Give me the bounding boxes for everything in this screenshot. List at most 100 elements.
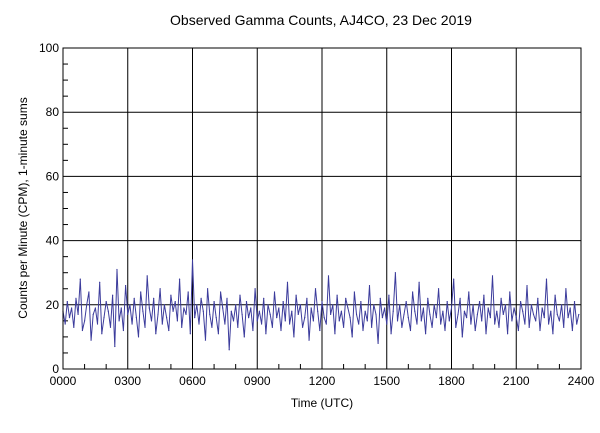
cpm-data-point bbox=[550, 310, 552, 312]
cpm-data-point bbox=[448, 320, 450, 322]
cpm-data-point bbox=[340, 310, 343, 312]
cpm-data-point bbox=[241, 313, 243, 316]
cpm-data-point bbox=[446, 300, 448, 303]
cpm-data-point bbox=[386, 323, 388, 325]
cpm-data-point bbox=[90, 339, 92, 341]
cpm-data-point bbox=[360, 300, 362, 303]
cpm-data-point bbox=[258, 310, 261, 312]
cpm-data-point bbox=[515, 317, 517, 319]
cpm-data-point bbox=[461, 336, 463, 338]
cpm-data-point bbox=[409, 329, 412, 332]
cpm-data-point bbox=[191, 259, 194, 261]
cpm-data-point bbox=[129, 304, 131, 306]
cpm-data-point bbox=[232, 320, 235, 322]
cpm-data-point bbox=[502, 313, 504, 316]
cpm-data-point bbox=[532, 313, 535, 316]
cpm-data-point bbox=[558, 320, 561, 322]
series-layer bbox=[62, 259, 580, 351]
cpm-data-point bbox=[569, 307, 571, 309]
x-tick-label: 0600 bbox=[179, 374, 206, 388]
cpm-data-point bbox=[109, 326, 112, 328]
cpm-data-point bbox=[528, 326, 530, 328]
cpm-data-point bbox=[459, 297, 461, 299]
cpm-data-point bbox=[243, 336, 245, 338]
y-tick-label: 100 bbox=[39, 41, 59, 55]
cpm-data-point bbox=[114, 345, 116, 348]
cpm-data-point bbox=[347, 307, 349, 309]
cpm-data-point bbox=[507, 333, 509, 335]
cpm-data-point bbox=[286, 281, 289, 283]
cpm-data-point bbox=[163, 304, 166, 306]
cpm-series-line bbox=[62, 259, 580, 351]
cpm-data-point bbox=[293, 336, 295, 338]
cpm-data-point bbox=[73, 326, 75, 328]
cpm-data-point bbox=[112, 294, 114, 296]
cpm-data-point bbox=[407, 317, 409, 319]
cpm-data-point bbox=[213, 300, 215, 303]
cpm-data-point bbox=[414, 310, 416, 312]
cpm-data-point bbox=[94, 307, 96, 309]
cpm-data-point bbox=[453, 278, 455, 280]
cpm-data-point bbox=[388, 294, 390, 296]
cpm-data-point bbox=[427, 297, 429, 299]
cpm-data-point bbox=[433, 304, 435, 306]
x-tick-label: 0300 bbox=[114, 374, 141, 388]
cpm-data-point bbox=[383, 307, 386, 309]
cpm-data-point bbox=[189, 333, 191, 335]
cpm-data-point bbox=[353, 291, 355, 293]
cpm-data-point bbox=[144, 326, 146, 328]
plot-frame bbox=[62, 47, 582, 370]
x-tick-label: 2400 bbox=[568, 374, 595, 388]
cpm-data-point bbox=[153, 297, 155, 299]
cpm-data-point bbox=[101, 333, 103, 335]
cpm-data-point bbox=[366, 320, 368, 322]
x-tick-label: 1200 bbox=[309, 374, 336, 388]
cpm-data-point bbox=[245, 300, 248, 303]
y-axis-label: Counts per Minute (CPM), 1-minute sums bbox=[16, 97, 30, 318]
cpm-data-point bbox=[450, 307, 453, 309]
cpm-data-point bbox=[567, 317, 569, 319]
cpm-data-point bbox=[71, 307, 73, 309]
cpm-data-point bbox=[455, 326, 457, 328]
cpm-data-point bbox=[351, 336, 353, 338]
cpm-data-point bbox=[185, 313, 187, 316]
cpm-data-point bbox=[321, 300, 323, 303]
cpm-data-point bbox=[548, 323, 550, 325]
chart-title: Observed Gamma Counts, AJ4CO, 23 Dec 201… bbox=[170, 12, 472, 28]
cpm-data-point bbox=[308, 339, 310, 341]
cpm-data-point bbox=[509, 291, 511, 293]
x-tick-label: 0000 bbox=[50, 374, 77, 388]
x-tick-label: 1800 bbox=[438, 374, 465, 388]
cpm-data-point bbox=[578, 313, 580, 316]
cpm-data-point bbox=[194, 317, 196, 319]
cpm-data-point bbox=[269, 313, 271, 316]
cpm-data-point bbox=[178, 278, 181, 280]
cpm-data-point bbox=[161, 323, 163, 325]
cpm-data-point bbox=[556, 313, 558, 316]
cpm-data-point bbox=[314, 288, 317, 290]
cpm-data-point bbox=[373, 304, 375, 306]
cpm-data-point bbox=[289, 323, 291, 325]
cpm-data-point bbox=[565, 288, 567, 290]
cpm-data-point bbox=[338, 320, 340, 322]
cpm-data-point bbox=[377, 342, 379, 344]
cpm-data-point bbox=[560, 304, 563, 306]
cpm-data-point bbox=[399, 304, 401, 306]
cpm-data-point bbox=[222, 307, 224, 309]
cpm-data-point bbox=[312, 320, 314, 322]
cpm-data-point bbox=[470, 323, 472, 325]
cpm-data-point bbox=[537, 297, 539, 299]
cpm-data-point bbox=[150, 320, 153, 322]
cpm-data-point bbox=[204, 339, 207, 341]
cpm-data-point bbox=[543, 317, 545, 319]
cpm-data-point bbox=[345, 297, 347, 299]
cpm-data-point bbox=[86, 304, 88, 306]
cpm-data-point bbox=[563, 326, 565, 328]
x-axis-label: Time (UTC) bbox=[291, 396, 353, 410]
y-tick-label: 20 bbox=[46, 298, 60, 312]
cpm-data-point bbox=[368, 284, 371, 287]
cpm-data-point bbox=[457, 313, 459, 316]
cpm-data-point bbox=[349, 317, 351, 319]
cpm-data-point bbox=[124, 284, 127, 287]
cpm-data-point bbox=[483, 294, 485, 296]
